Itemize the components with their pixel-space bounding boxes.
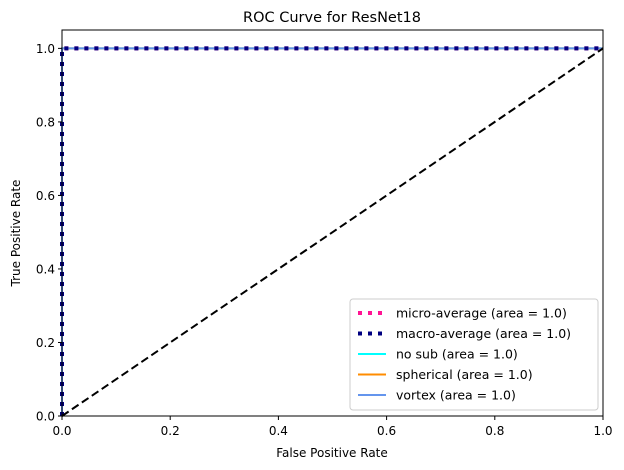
y-tick-label-1: 0.2 bbox=[36, 336, 55, 350]
legend-box bbox=[349, 298, 599, 411]
chance-line bbox=[61, 47, 604, 417]
x-tick-label-4: 0.8 bbox=[485, 424, 504, 438]
legend: micro-average (area = 1.0) macro-average … bbox=[349, 298, 599, 411]
legend-label-4: vortex (area = 1.0) bbox=[396, 388, 516, 403]
y-tick-label-0: 0.0 bbox=[36, 410, 55, 424]
y-tick-label-4: 0.8 bbox=[36, 115, 55, 129]
legend-label-3: spherical (area = 1.0) bbox=[396, 367, 533, 382]
y-axis-label: True Positive Rate bbox=[9, 180, 23, 288]
x-tick-label-2: 0.4 bbox=[269, 424, 288, 438]
y-tick-label-2: 0.4 bbox=[36, 262, 55, 276]
x-tick-label-5: 1.0 bbox=[593, 424, 612, 438]
axes: 0.0 0.2 0.4 0.6 0.8 1.0 0.0 0.2 0.4 0.6 0.8 1.0 bbox=[36, 29, 613, 438]
legend-label-1: macro-average (area = 1.0) bbox=[396, 326, 571, 341]
x-tick-label-1: 0.2 bbox=[161, 424, 180, 438]
x-tick-label-3: 0.6 bbox=[377, 424, 396, 438]
chart-title: ROC Curve for ResNet18 bbox=[243, 10, 421, 26]
legend-label-2: no sub (area = 1.0) bbox=[396, 347, 518, 362]
x-axis-label: False Positive Rate bbox=[276, 446, 388, 460]
axes-frame bbox=[61, 29, 604, 417]
legend-label-0: micro-average (area = 1.0) bbox=[396, 306, 567, 321]
y-tick-label-5: 1.0 bbox=[36, 42, 55, 56]
x-tick-label-0: 0.0 bbox=[52, 424, 71, 438]
y-tick-label-3: 0.6 bbox=[36, 189, 55, 203]
